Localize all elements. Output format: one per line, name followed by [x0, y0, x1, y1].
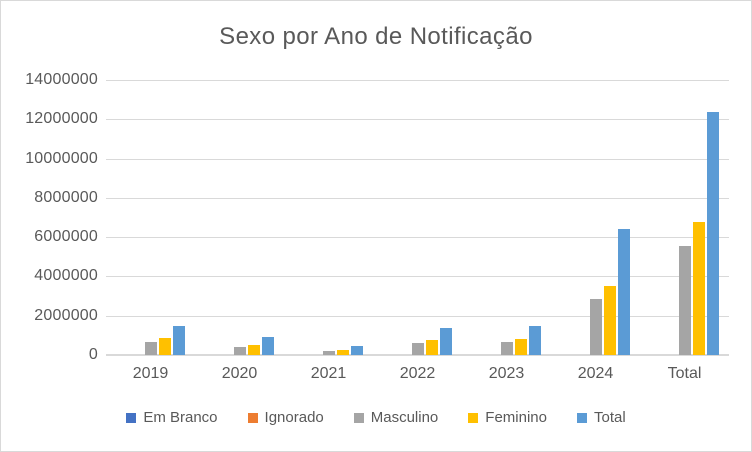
bar-feminino-2020: [247, 345, 260, 355]
bar-masculino-2023: [500, 342, 513, 355]
legend-label: Ignorado: [264, 409, 324, 426]
x-category-label-2024: 2024: [577, 365, 614, 382]
bar-feminino-2019: [158, 338, 171, 355]
legend-label: Masculino: [370, 409, 439, 426]
y-tick-label-14000000: 14000000: [25, 71, 98, 88]
bar-masculino-2020: [233, 347, 246, 355]
legend-label: Total: [593, 409, 626, 426]
gridline-2000000: [106, 315, 729, 317]
x-axis-line: [106, 354, 729, 356]
y-tick-label-0: 0: [88, 346, 98, 363]
bar-feminino-2021: [336, 350, 349, 355]
bar-feminino-2024: [603, 286, 616, 355]
y-tick-label-2000000: 2000000: [34, 306, 98, 324]
plot-area: [106, 80, 729, 356]
gridline-10000000: [106, 158, 729, 160]
legend-label: Em Branco: [143, 409, 218, 426]
legend-item-feminino: Feminino: [468, 409, 547, 426]
bar-masculino-2019: [144, 342, 157, 355]
bar-masculino-2024: [589, 299, 602, 355]
legend-swatch-icon: [576, 412, 587, 423]
x-category-label-2023: 2023: [488, 365, 525, 382]
bar-masculino-2022: [411, 343, 424, 355]
bar-total-2020: [261, 337, 274, 355]
bar-total-2021: [350, 346, 363, 355]
legend-item-ignorado: Ignorado: [247, 409, 324, 426]
bar-feminino-2022: [425, 340, 438, 355]
legend-swatch-icon: [126, 412, 137, 423]
y-tick-label-12000000: 12000000: [25, 110, 98, 128]
legend-swatch-icon: [247, 412, 258, 423]
bar-total-2022: [439, 328, 452, 355]
x-category-label-2019: 2019: [132, 365, 169, 382]
bar-total-2024: [617, 229, 630, 355]
gridline-8000000: [106, 197, 729, 199]
bar-total-total: [706, 112, 719, 355]
bar-feminino-2023: [514, 339, 527, 355]
legend-swatch-icon: [468, 412, 479, 423]
y-tick-label-10000000: 10000000: [25, 149, 98, 167]
x-category-label-2021: 2021: [310, 365, 347, 382]
legend: Em Branco Ignorado Masculino Feminino Total: [1, 409, 751, 426]
legend-swatch-icon: [353, 412, 364, 423]
chart-title: Sexo por Ano de Notificação: [219, 23, 533, 50]
bar-feminino-total: [692, 222, 705, 355]
bar-total-2019: [172, 326, 185, 355]
gridline-12000000: [106, 119, 729, 121]
legend-item-total: Total: [576, 409, 626, 426]
x-category-label-2022: 2022: [399, 365, 436, 382]
gridline-4000000: [106, 276, 729, 278]
bar-masculino-total: [678, 246, 691, 355]
legend-item-masculino: Masculino: [353, 409, 439, 426]
legend-label: Feminino: [485, 409, 547, 426]
gridline-6000000: [106, 237, 729, 239]
legend-item-em-branco: Em Branco: [126, 409, 218, 426]
gridline-14000000: [106, 80, 729, 81]
y-tick-label-6000000: 6000000: [34, 228, 98, 246]
x-category-label-total: Total: [667, 365, 702, 382]
x-category-label-2020: 2020: [221, 365, 258, 382]
bar-masculino-2021: [322, 351, 335, 355]
y-tick-label-4000000: 4000000: [34, 267, 98, 285]
y-axis-tick-labels: 0 2000000 4000000 6000000 8000000 10000000 120…: [1, 1, 98, 451]
y-tick-label-8000000: 8000000: [34, 188, 98, 206]
bar-total-2023: [528, 326, 541, 355]
